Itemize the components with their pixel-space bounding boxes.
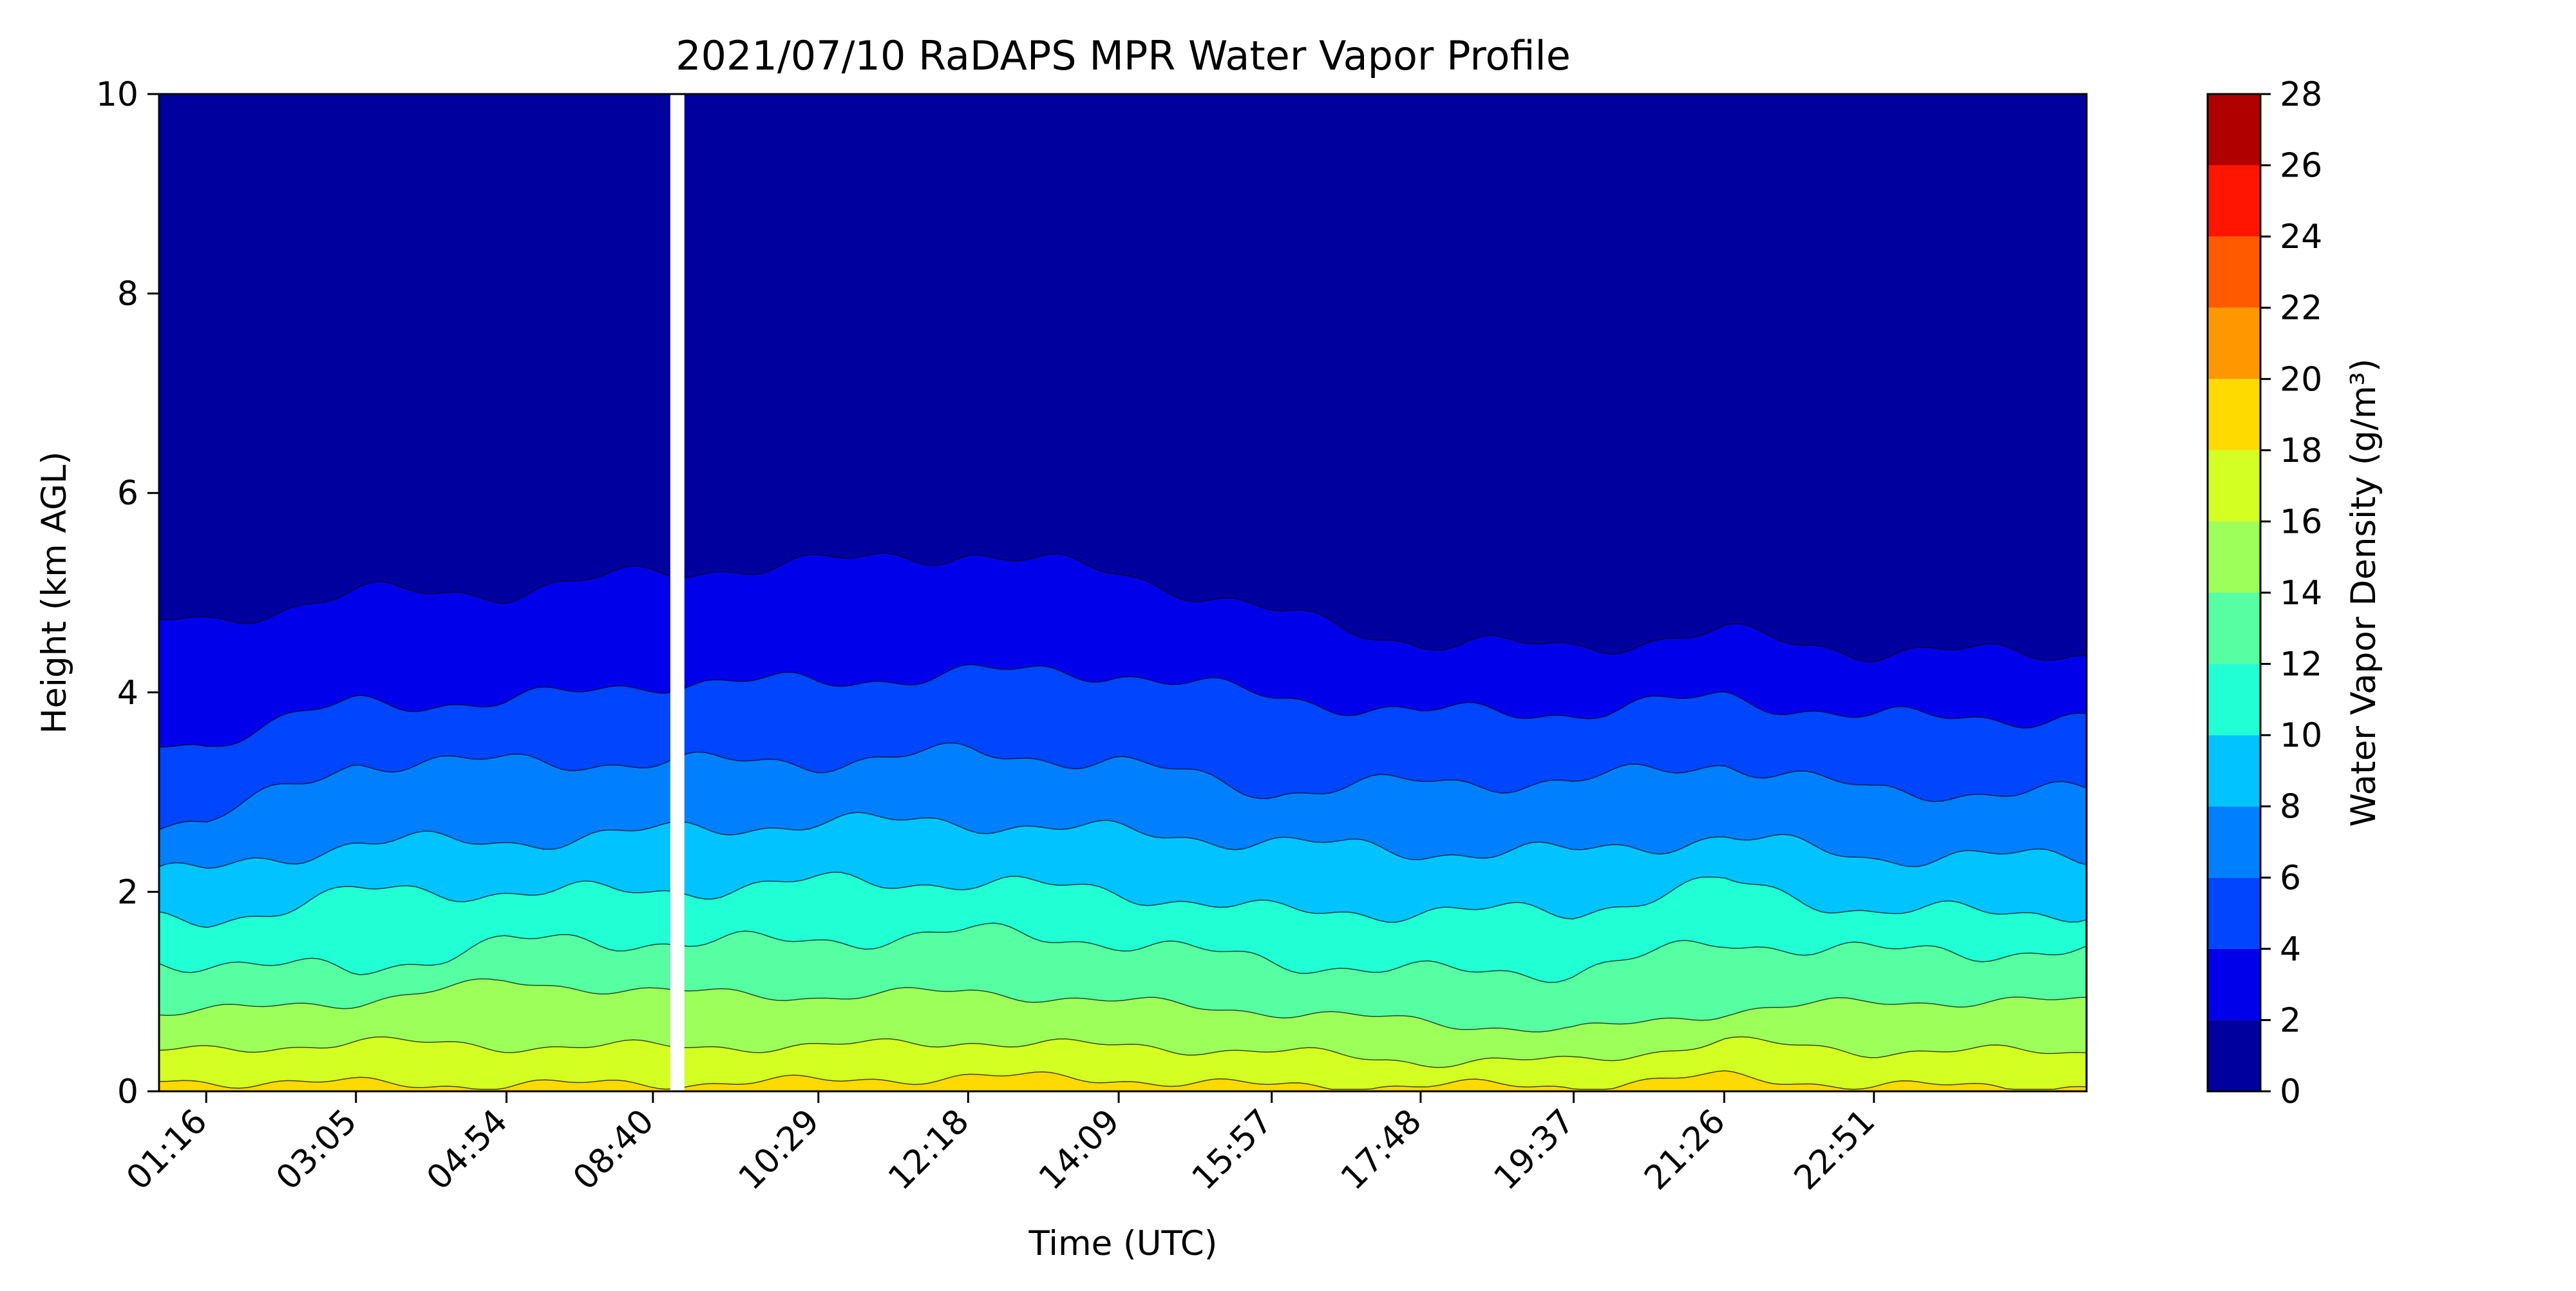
colorbar-swatch <box>2208 948 2260 1020</box>
x-tick-label: 03:05 <box>269 1102 365 1198</box>
x-tick-label: 10:29 <box>732 1102 827 1198</box>
colorbar-swatch <box>2208 521 2260 593</box>
colorbar-tick-label: 20 <box>2280 360 2322 399</box>
colorbar-swatch <box>2208 165 2260 237</box>
colorbar-swatch <box>2208 593 2260 664</box>
colorbar-swatch <box>2208 236 2260 308</box>
y-tick-label: 4 <box>117 674 138 712</box>
colorbar-swatch <box>2208 806 2260 878</box>
chart-title: 2021/07/10 RaDAPS MPR Water Vapor Profil… <box>676 32 1571 79</box>
colorbar-tick-label: 4 <box>2280 930 2301 969</box>
x-tick-label: 22:51 <box>1787 1102 1882 1198</box>
colorbar-swatch <box>2208 664 2260 736</box>
colorbar-tick-label: 6 <box>2280 859 2301 897</box>
y-axis-label: Height (km AGL) <box>35 452 74 734</box>
data-gap <box>670 94 685 1091</box>
colorbar-tick-label: 2 <box>2280 1001 2301 1040</box>
colorbar-swatch <box>2208 450 2260 522</box>
x-tick-label: 04:54 <box>419 1102 515 1198</box>
colorbar-swatch <box>2208 1020 2260 1091</box>
colorbar-tick-label: 10 <box>2280 716 2322 755</box>
plot-frame <box>158 93 2088 1093</box>
colorbar-tick-label: 8 <box>2280 788 2301 827</box>
x-tick-label: 21:26 <box>1637 1102 1732 1198</box>
colorbar-tick-label: 22 <box>2280 289 2322 328</box>
y-axis: 0 2 4 6 8 10 <box>96 75 159 1111</box>
x-axis-label: Time (UTC) <box>1028 1224 1218 1263</box>
colorbar-tick-label: 0 <box>2280 1073 2301 1111</box>
colorbar-tick-label: 14 <box>2280 574 2322 613</box>
plot-area <box>159 94 2087 1091</box>
colorbar-swatch <box>2208 735 2260 807</box>
x-tick-label: 17:48 <box>1334 1102 1429 1198</box>
x-tick-label: 08:40 <box>566 1102 661 1198</box>
x-tick-label: 14:09 <box>1032 1102 1127 1198</box>
colorbar-tick-label: 18 <box>2280 432 2322 470</box>
colorbar-tick-label: 16 <box>2280 502 2322 541</box>
colorbar-swatch <box>2208 877 2260 949</box>
colorbar-tick-label: 26 <box>2280 147 2322 186</box>
x-tick-label: 12:18 <box>881 1102 976 1198</box>
x-tick-label: 19:37 <box>1486 1102 1582 1198</box>
x-tick-label: 15:57 <box>1185 1102 1280 1198</box>
x-tick-label: 01:16 <box>119 1102 214 1198</box>
y-tick-label: 0 <box>117 1073 138 1111</box>
colorbar-label: Water Vapor Density (g/m³) <box>2344 359 2383 827</box>
x-axis: 01:16 03:05 04:54 08:40 10:29 12:18 14:09 15:57… <box>119 1091 1882 1198</box>
colorbar-tick-label: 28 <box>2280 75 2322 114</box>
colorbar-swatch <box>2208 94 2260 166</box>
contour-band-16 <box>159 1036 2087 1091</box>
y-tick-label: 6 <box>117 474 138 513</box>
colorbar-swatch <box>2208 307 2260 379</box>
colorbar-tick-label: 12 <box>2280 646 2322 684</box>
contour-band-18 <box>159 1070 2087 1091</box>
y-tick-label: 8 <box>117 275 138 314</box>
colorbar-tick-label: 24 <box>2280 218 2322 256</box>
y-tick-label: 10 <box>96 75 138 114</box>
y-tick-label: 2 <box>117 873 138 912</box>
colorbar-swatch <box>2208 379 2260 450</box>
